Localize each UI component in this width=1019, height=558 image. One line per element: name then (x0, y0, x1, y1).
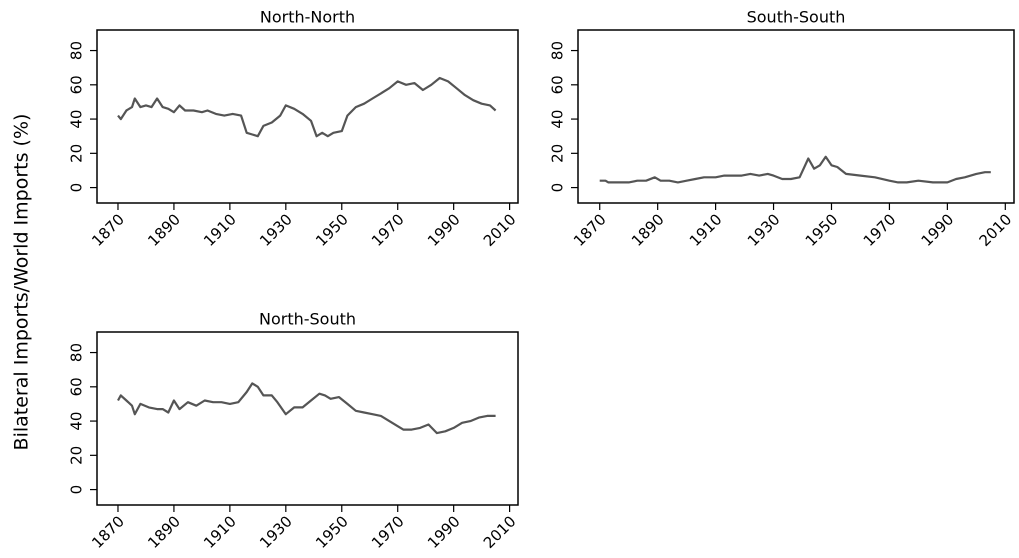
x-tick-label: 2010 (480, 512, 520, 552)
y-tick-label: 20 (68, 446, 86, 465)
panel-title: North-South (259, 310, 356, 329)
x-tick-label: 1950 (312, 210, 352, 250)
x-tick-label: 1930 (744, 210, 784, 250)
x-tick-label: 1950 (312, 512, 352, 552)
y-tick-label: 80 (549, 41, 567, 60)
data-line (117, 382, 496, 435)
x-tick-label: 1870 (88, 512, 128, 552)
y-tick-label: 0 (68, 485, 86, 495)
x-tick-label: 1910 (200, 512, 240, 552)
y-tick-label: 60 (549, 75, 567, 94)
x-tick-label: 1990 (424, 512, 464, 552)
x-tick-label: 2010 (976, 210, 1016, 250)
data-line (117, 76, 497, 138)
x-tick-label: 1910 (686, 210, 726, 250)
x-tick-label: 2010 (480, 210, 520, 250)
y-tick-label: 20 (549, 144, 567, 163)
x-tick-label: 1870 (88, 210, 128, 250)
y-tick-label: 0 (549, 183, 567, 193)
y-tick-label: 40 (68, 110, 86, 129)
x-tick-label: 1870 (570, 210, 610, 250)
y-tick-label: 0 (68, 183, 86, 193)
panel-title: North-North (260, 8, 355, 27)
x-tick-label: 1890 (628, 210, 668, 250)
x-tick-label: 1990 (424, 210, 464, 250)
y-tick-label: 80 (68, 343, 86, 362)
x-tick-label: 1970 (860, 210, 900, 250)
y-tick-label: 20 (68, 144, 86, 163)
plot-frame (96, 331, 519, 506)
x-tick-label: 1890 (144, 210, 184, 250)
panel-title: South-South (747, 8, 846, 27)
plot-frame (96, 29, 519, 204)
x-tick-label: 1930 (256, 210, 296, 250)
x-tick-label: 1910 (200, 210, 240, 250)
x-tick-label: 1890 (144, 512, 184, 552)
y-tick-label: 40 (549, 110, 567, 129)
y-tick-label: 40 (68, 412, 86, 431)
y-tick-label: 80 (68, 41, 86, 60)
x-tick-label: 1970 (368, 210, 408, 250)
y-tick-label: 60 (68, 377, 86, 396)
plot-frame (577, 29, 1015, 204)
y-tick-label: 60 (68, 75, 86, 94)
y-axis-label: Bilateral Imports/World Imports (%) (11, 114, 33, 451)
x-tick-label: 1950 (802, 210, 842, 250)
x-tick-label: 1930 (256, 512, 296, 552)
data-line (599, 155, 991, 184)
x-tick-label: 1970 (368, 512, 408, 552)
x-tick-label: 1990 (918, 210, 958, 250)
